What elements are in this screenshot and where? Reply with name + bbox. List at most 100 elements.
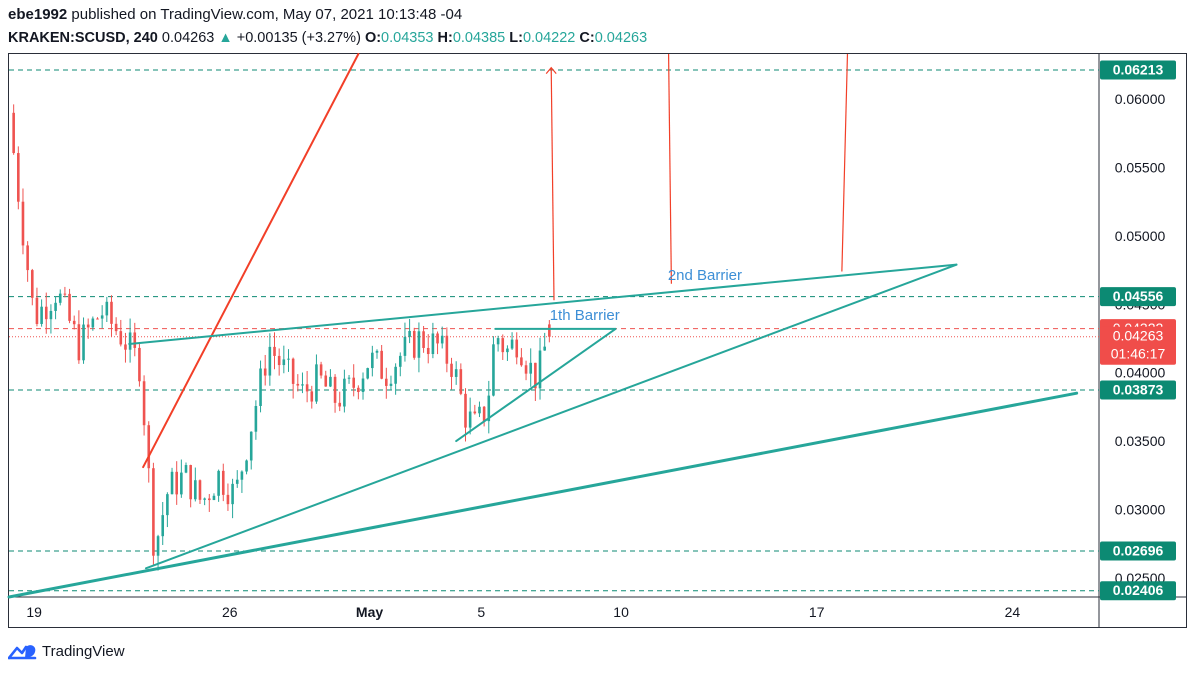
last-price: 0.04263 <box>161 30 215 46</box>
candle-body <box>324 375 328 387</box>
candle-body <box>436 333 439 344</box>
candle-body <box>454 369 458 377</box>
candle-body <box>96 318 99 320</box>
candle-body <box>380 350 383 379</box>
candle-body <box>357 387 360 393</box>
candle-body <box>538 350 542 389</box>
candle-body <box>245 460 248 472</box>
candle-body <box>352 377 356 388</box>
price-axis-label-text: 0.02406 <box>1113 582 1164 598</box>
candle-body <box>343 378 346 407</box>
candle-body <box>100 315 104 319</box>
candle-body <box>91 318 95 328</box>
candle-body <box>329 376 332 387</box>
candle-body <box>524 365 528 374</box>
candle-body <box>385 378 388 386</box>
x-tick-label: 10 <box>613 604 629 620</box>
candle-body <box>459 369 463 394</box>
barrier-annotation: 1th Barrier <box>550 307 620 324</box>
candle-body <box>21 201 25 246</box>
candle-body <box>249 431 253 461</box>
publish-info: published on TradingView.com, May 07, 20… <box>71 6 463 23</box>
price-axis-label <box>1100 581 1176 601</box>
candle-body <box>49 310 53 320</box>
candle-body <box>398 355 402 367</box>
candle-body <box>277 355 281 366</box>
arrowhead-icon <box>545 66 557 75</box>
candle-body <box>12 112 15 154</box>
candle-body <box>510 339 514 349</box>
candle-body <box>482 406 486 422</box>
y-tick-label: 0.03500 <box>1115 433 1166 449</box>
candle-body <box>496 338 500 345</box>
publisher-username[interactable]: ebe1992 <box>8 6 68 23</box>
candle-body <box>319 364 323 376</box>
candle-body <box>114 323 118 332</box>
red-arrow-3 <box>841 53 849 272</box>
y-tick-label: 0.06000 <box>1115 91 1166 107</box>
open-value: 0.04353 <box>381 30 434 46</box>
candle-body <box>333 376 337 403</box>
candle-body <box>147 425 151 469</box>
candle-body <box>291 358 295 384</box>
y-tick-label: 0.03000 <box>1115 501 1166 517</box>
candle-body <box>212 495 216 501</box>
close-value: 0.04263 <box>594 30 648 46</box>
candle-body <box>133 332 137 348</box>
candle-body <box>501 338 505 353</box>
footer-brand-label: TradingView <box>42 642 125 660</box>
candle-body <box>203 498 206 500</box>
candle-body <box>417 331 421 358</box>
candle-body <box>180 472 183 495</box>
candle-body <box>235 479 239 484</box>
candle-body <box>77 324 81 361</box>
candle-body <box>301 384 304 386</box>
footer-brand[interactable]: TradingView <box>8 640 125 662</box>
low-value: 0.04222 <box>522 30 576 46</box>
candle-body <box>412 330 416 358</box>
y-tick-label: 0.05000 <box>1115 228 1166 244</box>
candle-body <box>394 366 397 384</box>
x-tick-label: 19 <box>26 604 42 620</box>
candle-body <box>166 494 169 516</box>
candle-body <box>207 498 211 501</box>
candle-body <box>72 320 76 325</box>
price-axis-label-text: 0.02696 <box>1113 543 1164 559</box>
price-axis-label <box>1100 326 1176 365</box>
candle-body <box>366 368 369 379</box>
price-axis-label <box>1100 380 1176 400</box>
candle-body <box>54 302 57 311</box>
candle-body <box>63 293 67 295</box>
candle-body <box>534 362 537 389</box>
candle-body <box>44 306 48 320</box>
long-support-line <box>7 391 1079 599</box>
price-axis-label <box>1100 60 1176 80</box>
candle-body <box>198 480 202 500</box>
y-tick-label: 0.04000 <box>1115 365 1166 381</box>
candle-body <box>128 332 132 350</box>
close-label: C: <box>579 30 595 46</box>
upper-barrier-line <box>128 263 958 345</box>
candle-body <box>361 378 365 393</box>
y-tick-label: 0.05500 <box>1115 160 1166 176</box>
candle-body <box>422 331 425 348</box>
price-axis-label-text: 0.06213 <box>1113 62 1164 78</box>
candle-body <box>305 384 309 392</box>
candle-body <box>529 362 533 374</box>
candle-body <box>310 391 314 402</box>
barrier-annotation: 2nd Barrier <box>668 267 742 284</box>
triangle-up-icon: ▲ <box>218 30 233 46</box>
x-tick-label: May <box>356 604 383 620</box>
candle-body <box>119 331 123 345</box>
candle-body <box>17 153 20 202</box>
candle-body <box>105 301 109 316</box>
x-tick-label: 26 <box>222 604 238 620</box>
candle-body <box>315 364 318 402</box>
candle-body <box>464 393 467 428</box>
candle-body <box>40 306 43 324</box>
candle-body <box>240 471 244 480</box>
candle-body <box>478 406 481 414</box>
candle-body <box>194 480 197 500</box>
candle-body <box>35 297 39 324</box>
